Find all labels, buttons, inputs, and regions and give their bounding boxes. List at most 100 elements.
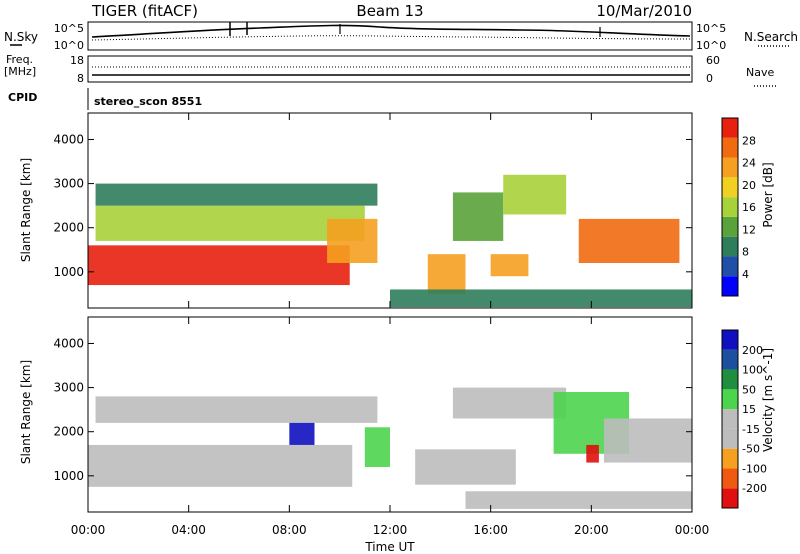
colorbar-swatch: [722, 448, 738, 469]
freq-label-line2: [MHz]: [4, 65, 36, 78]
data-region: [452, 387, 567, 419]
y-tick-label: 4000: [53, 336, 84, 350]
time-tick-label: 00:00: [71, 523, 106, 537]
data-region: [578, 218, 680, 263]
colorbar-swatch: [722, 428, 738, 449]
colorbar-tick-label: 12: [742, 223, 756, 236]
data-region: [503, 174, 567, 215]
noise-panel-frame: [87, 21, 693, 51]
noise-tick-right-top: 10^5: [696, 22, 726, 35]
colorbar-swatch: [722, 468, 738, 489]
freq-panel-frame: [87, 55, 693, 83]
power-panel: 1000 2000 3000 4000 Slant Range [km] 4 8 12 16…: [19, 112, 775, 309]
noise-sky-trace: [91, 24, 691, 38]
noise-sky-label: N.Sky: [4, 30, 38, 44]
data-region: [327, 218, 378, 263]
time-tick-label: 08:00: [272, 523, 307, 537]
colorbar-swatch: [722, 157, 738, 178]
time-tick-label: 16:00: [473, 523, 508, 537]
freq-label-line1: Freq.: [6, 53, 33, 66]
data-region: [88, 245, 350, 286]
colorbar-swatch: [722, 409, 738, 429]
cpid-value: stereo_scon 8551: [94, 95, 202, 108]
colorbar-tick-label: -15: [742, 423, 760, 436]
colorbar-swatch: [722, 488, 738, 508]
data-region: [364, 427, 390, 467]
velocity-panel: 1000 2000 3000 4000 Slant Range [km] -200 -1…: [19, 316, 775, 513]
power-data-cells: [88, 174, 692, 308]
colorbar-swatch: [722, 369, 738, 390]
freq-tick-right-top: 60: [706, 54, 720, 67]
colorbar-swatch: [722, 256, 738, 277]
data-region: [465, 491, 692, 509]
noise-search-label: N.Search: [744, 30, 798, 44]
colorbar-swatch: [722, 118, 738, 138]
colorbar-tick-label: 15: [742, 403, 756, 416]
colorbar-tick-label: 20: [742, 179, 756, 192]
time-axis-label: Time UT: [364, 540, 415, 554]
colorbar-swatch: [722, 236, 738, 257]
time-tick-label: 20:00: [574, 523, 609, 537]
data-region: [603, 418, 692, 463]
beam-label: Beam 13: [356, 2, 423, 20]
colorbar-swatch: [722, 137, 738, 158]
colorbar-swatch: [722, 349, 738, 370]
velocity-ylabel: Slant Range [km]: [19, 360, 33, 464]
colorbar-swatch: [722, 276, 738, 296]
y-tick-label: 1000: [53, 469, 84, 483]
data-region: [452, 192, 504, 241]
y-tick-label: 1000: [53, 265, 84, 279]
colorbar-tick-label: 100: [742, 364, 763, 377]
data-region: [95, 183, 378, 206]
noise-search-trace: [91, 35, 691, 41]
data-region: [415, 449, 516, 485]
y-tick-label: 3000: [53, 381, 84, 395]
time-tick-label: 04:00: [171, 523, 206, 537]
colorbar-tick-label: 200: [742, 344, 763, 357]
time-tick-label: 12:00: [373, 523, 408, 537]
noise-tick-left-top: 10^5: [54, 22, 84, 35]
data-region: [88, 444, 353, 487]
velocity-colorbar-label: Velocity [m s^-1]: [761, 348, 775, 452]
data-region: [289, 422, 315, 445]
freq-tick-right-bottom: 0: [706, 72, 713, 85]
y-tick-label: 2000: [53, 221, 84, 235]
colorbar-tick-label: 24: [742, 157, 756, 170]
time-tick-label: 00:00: [675, 523, 710, 537]
y-tick-label: 3000: [53, 177, 84, 191]
colorbar-frame: [721, 117, 739, 297]
data-region: [586, 444, 599, 463]
data-region: [95, 396, 378, 423]
colorbar-swatch: [722, 216, 738, 237]
noise-tick-right-bottom: 10^0: [696, 39, 726, 52]
colorbar-swatch: [722, 389, 738, 410]
data-region: [427, 254, 466, 294]
cpid-label: CPID: [8, 91, 37, 104]
colorbar-tick-label: -200: [742, 482, 767, 495]
nave-label: Nave: [746, 66, 774, 79]
data-region: [390, 289, 692, 308]
power-ylabel: Slant Range [km]: [19, 158, 33, 262]
colorbar-tick-label: 8: [742, 246, 749, 259]
colorbar-tick-label: -100: [742, 462, 767, 475]
y-tick-label: 4000: [53, 132, 84, 146]
colorbar-swatch: [722, 177, 738, 198]
noise-tick-left-bottom: 10^0: [54, 39, 84, 52]
colorbar-tick-label: -50: [742, 443, 760, 456]
freq-tick-left-top: 18: [70, 54, 84, 67]
y-tick-label: 2000: [53, 425, 84, 439]
power-colorbar-label: Power [dB]: [761, 162, 775, 227]
date-label: 10/Mar/2010: [596, 2, 692, 20]
colorbar-tick-label: 50: [742, 383, 756, 396]
data-region: [95, 205, 365, 241]
colorbar-swatch: [722, 197, 738, 217]
colorbar-tick-label: 28: [742, 134, 756, 147]
freq-tick-left-bottom: 8: [77, 72, 84, 85]
colorbar-tick-label: 4: [742, 268, 749, 281]
colorbar-tick-label: 16: [742, 201, 756, 214]
data-region: [490, 254, 529, 277]
radar-title: TIGER (fitACF): [91, 2, 198, 20]
colorbar-frame: [721, 329, 739, 509]
colorbar-swatch: [722, 330, 738, 350]
